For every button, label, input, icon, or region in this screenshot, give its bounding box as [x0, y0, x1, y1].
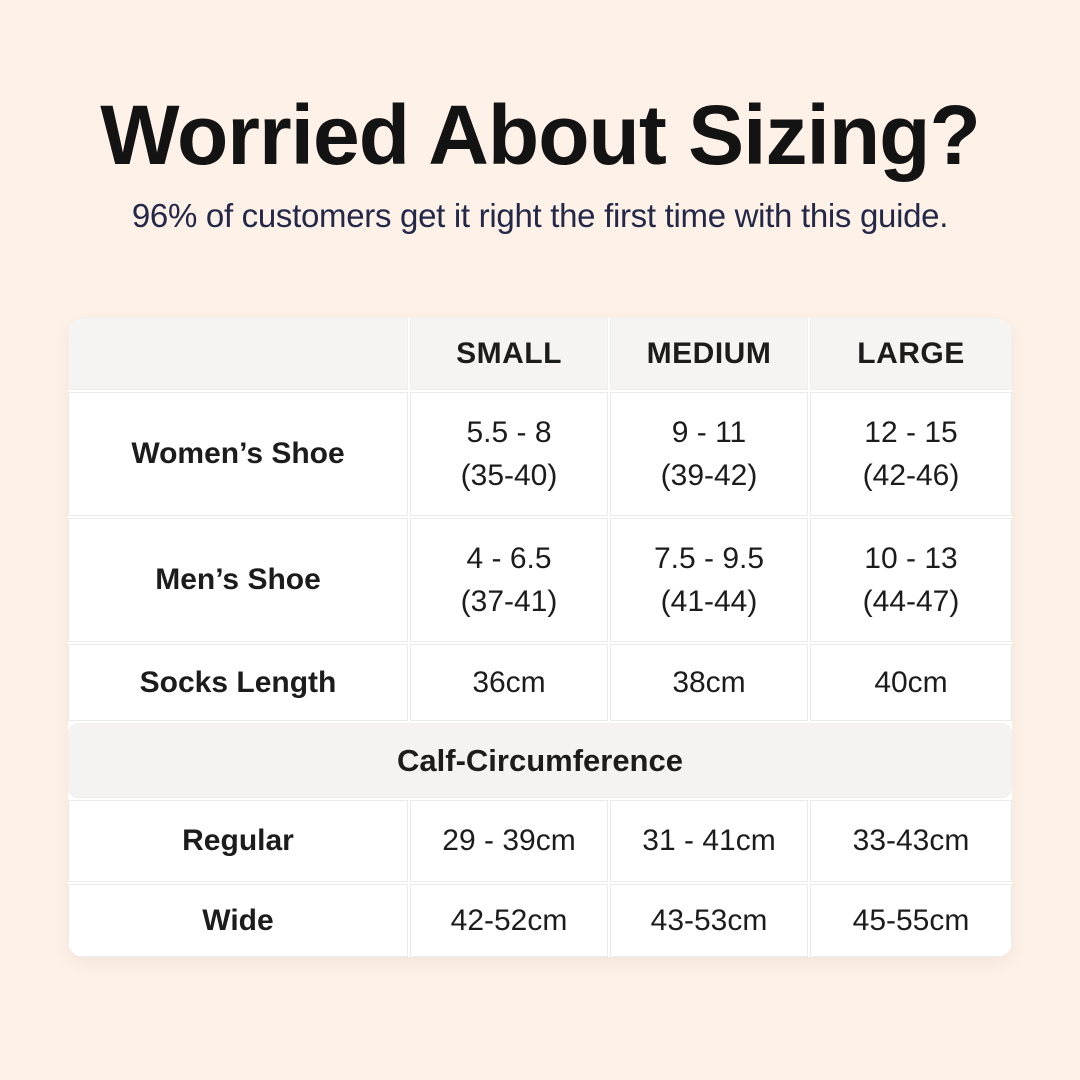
eu-size-range: (42-46) — [862, 459, 960, 492]
cell-regular-small: 29 - 39cm — [410, 800, 608, 882]
eu-size-range: (39-42) — [660, 459, 758, 492]
page-title: Worried About Sizing? — [100, 88, 981, 182]
us-size-range: 7.5 - 9.5 — [653, 541, 765, 575]
us-size-range: 5.5 - 8 — [466, 415, 552, 449]
header-cell-large: LARGE — [810, 318, 1012, 390]
cell-womens-large: 12 - 15 (42-46) — [810, 392, 1012, 516]
page-subtitle: 96% of customers get it right the first … — [131, 196, 949, 234]
cell-socks-large: 40cm — [810, 644, 1012, 721]
cell-socks-small: 36cm — [410, 644, 608, 721]
cell-womens-medium: 9 - 11 (39-42) — [610, 392, 808, 516]
cell-mens-medium: 7.5 - 9.5 (41-44) — [610, 518, 808, 642]
us-size-range: 10 - 13 — [864, 541, 958, 575]
header-cell-medium: MEDIUM — [610, 318, 808, 390]
cell-womens-small: 5.5 - 8 (35-40) — [410, 392, 608, 516]
eu-size-range: (44-47) — [862, 585, 960, 618]
cell-wide-large: 45-55cm — [810, 884, 1012, 957]
cell-mens-large: 10 - 13 (44-47) — [810, 518, 1012, 642]
row-label-regular: Regular — [68, 800, 408, 882]
cell-wide-medium: 43-53cm — [610, 884, 808, 957]
us-size-range: 12 - 15 — [864, 415, 958, 449]
row-label-womens-shoe: Women’s Shoe — [68, 392, 408, 516]
cell-wide-small: 42-52cm — [410, 884, 608, 957]
section-header-calf-circumference: Calf-Circumference — [68, 723, 1012, 798]
header-cell-small: SMALL — [410, 318, 608, 390]
row-label-wide: Wide — [68, 884, 408, 957]
row-label-mens-shoe: Men’s Shoe — [68, 518, 408, 642]
cell-regular-medium: 31 - 41cm — [610, 800, 808, 882]
cell-socks-medium: 38cm — [610, 644, 808, 721]
hero-section: Worried About Sizing? 96% of customers g… — [0, 0, 1080, 235]
eu-size-range: (41-44) — [660, 585, 758, 618]
header-cell-empty — [68, 318, 408, 390]
cell-mens-small: 4 - 6.5 (37-41) — [410, 518, 608, 642]
us-size-range: 4 - 6.5 — [466, 541, 552, 575]
size-table: SMALL MEDIUM LARGE Women’s Shoe 5.5 - 8 … — [68, 318, 1012, 957]
row-label-socks-length: Socks Length — [68, 644, 408, 721]
cell-regular-large: 33-43cm — [810, 800, 1012, 882]
eu-size-range: (37-41) — [460, 585, 558, 618]
us-size-range: 9 - 11 — [671, 415, 747, 449]
eu-size-range: (35-40) — [460, 459, 558, 492]
